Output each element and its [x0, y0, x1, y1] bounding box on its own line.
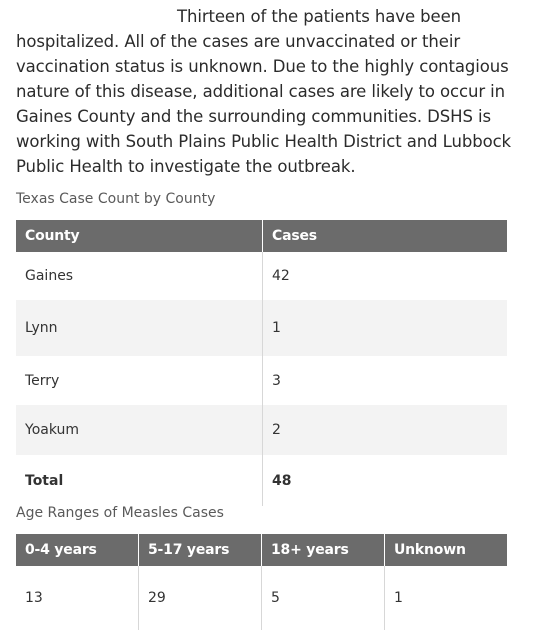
article-paragraph: Thirteen of the patients have been hospi…: [16, 4, 516, 179]
county-cell: Terry: [16, 356, 263, 405]
age-count-cell: 29: [138, 566, 262, 630]
cases-cell: 3: [262, 356, 507, 405]
total-value-cell: 48: [262, 455, 507, 506]
column-header-county: County: [16, 220, 263, 252]
table-row: Terry 3: [16, 356, 507, 405]
age-count-cell: 13: [16, 566, 139, 630]
table-row: Lynn 1: [16, 300, 507, 356]
age-table-caption: Age Ranges of Measles Cases: [16, 505, 224, 521]
age-range-table: 0-4 years 5-17 years 18+ years Unknown 1…: [16, 534, 507, 630]
table-total-row: Total 48: [16, 455, 507, 506]
cases-cell: 42: [262, 252, 507, 300]
county-cell: Yoakum: [16, 405, 263, 455]
column-header-18-plus-years: 18+ years: [261, 534, 385, 566]
column-header-5-17-years: 5-17 years: [138, 534, 262, 566]
age-count-cell: 5: [261, 566, 385, 630]
cases-cell: 2: [262, 405, 507, 455]
column-header-0-4-years: 0-4 years: [16, 534, 139, 566]
cases-cell: 1: [262, 300, 507, 356]
table-row: Yoakum 2: [16, 405, 507, 455]
county-case-table: County Cases Gaines 42 Lynn 1 Terry 3 Yo…: [16, 220, 507, 506]
total-label-cell: Total: [16, 455, 263, 506]
table-header-row: County Cases: [16, 220, 507, 252]
county-table-caption: Texas Case Count by County: [16, 191, 216, 207]
age-count-cell: 1: [384, 566, 507, 630]
table-header-row: 0-4 years 5-17 years 18+ years Unknown: [16, 534, 507, 566]
table-row: 13 29 5 1: [16, 566, 507, 630]
column-header-unknown: Unknown: [384, 534, 507, 566]
county-cell: Lynn: [16, 300, 263, 356]
county-cell: Gaines: [16, 252, 263, 300]
table-row: Gaines 42: [16, 252, 507, 300]
article-paragraph-text: Thirteen of the patients have been hospi…: [16, 7, 511, 176]
column-header-cases: Cases: [262, 220, 507, 252]
